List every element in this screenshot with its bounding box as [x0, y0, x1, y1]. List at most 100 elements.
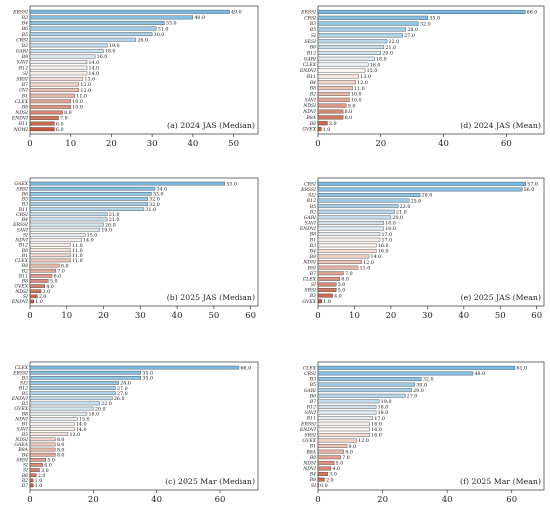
category-label: B3 — [21, 15, 28, 21]
bar — [29, 37, 137, 42]
bar-value-label: 32.0 — [423, 377, 434, 383]
bar — [29, 243, 71, 247]
bar — [317, 204, 399, 209]
bar-value-label: 35.0 — [429, 15, 440, 21]
bar-value-label: 0.0 — [320, 483, 328, 489]
category-label: CRSI — [304, 371, 316, 377]
bar — [317, 483, 319, 488]
category-label: NDSI — [14, 110, 28, 116]
x-tick-label: 10 — [61, 311, 72, 321]
bar-value-label: 18.0 — [385, 221, 396, 227]
bar-value-label: 10.0 — [351, 97, 362, 103]
x-tick-label: 30 — [147, 139, 158, 149]
bar-value-label: 19.0 — [381, 399, 392, 405]
bar-value-label: 11.0 — [72, 243, 83, 249]
category-label: ERSSI — [300, 421, 316, 427]
bar — [317, 248, 377, 253]
bar-value-label: 21.0 — [396, 209, 407, 215]
bar — [29, 104, 71, 109]
category-label: SRSI — [304, 288, 316, 294]
bar-value-label: 5.0 — [47, 458, 55, 464]
bar-value-label: 32.0 — [149, 197, 160, 203]
bar — [317, 198, 410, 203]
bar-value-label: 21.0 — [109, 212, 120, 218]
chart-panel-1: 0 10 20 30 40 50 49.0 ERSSI 40.0 B3 33.0 B4 31.0 B6 30… — [11, 5, 259, 149]
bar — [29, 54, 96, 59]
bar-value-label: 3.0 — [43, 289, 51, 295]
category-label: SAVI — [305, 410, 317, 416]
x-tick-label: 0 — [27, 311, 32, 321]
bar — [29, 233, 86, 237]
bar — [317, 127, 322, 132]
bar-value-label: 8.0 — [345, 115, 353, 121]
category-label: SRSI — [16, 76, 28, 82]
bar-value-label: 5.0 — [336, 461, 344, 467]
bar-value-label: 61.0 — [516, 365, 527, 371]
bar — [29, 248, 71, 252]
x-tick-label: 40 — [151, 495, 162, 505]
bar-value-label: 4.0 — [46, 284, 54, 290]
bar — [317, 460, 335, 465]
panel-caption: (a) 2024 JAS (Median) — [167, 121, 255, 130]
bar — [317, 74, 359, 79]
bar-value-label: 66.0 — [241, 365, 252, 371]
bar-value-label: 48.0 — [474, 371, 485, 377]
bar — [317, 39, 388, 44]
bar-value-label: 16.0 — [371, 421, 382, 427]
bar-value-label: 27.0 — [407, 393, 418, 399]
bar-value-label: 20.0 — [105, 222, 116, 228]
category-label: SRSI — [304, 432, 316, 438]
category-label: B4 — [21, 452, 28, 458]
bar — [29, 279, 49, 283]
x-tick-label: 50 — [228, 139, 239, 149]
bar-value-label: 8.0 — [57, 437, 65, 443]
bar — [317, 416, 374, 421]
bar-value-label: 6.0 — [56, 127, 64, 133]
category-label: B8 — [309, 455, 316, 461]
x-tick-label: 40 — [458, 311, 469, 321]
category-label: ERSSI — [12, 370, 28, 376]
bar-value-label: 17.0 — [381, 237, 392, 243]
x-tick-label: 30 — [422, 311, 433, 321]
category-label: B2 — [21, 43, 28, 49]
bar-value-label: 12.0 — [70, 432, 81, 438]
bar-value-label: 33.0 — [166, 21, 177, 27]
category-label: CLEX — [15, 365, 29, 371]
bar — [317, 377, 422, 381]
bar — [317, 237, 381, 242]
bar-value-label: 12.0 — [80, 88, 91, 94]
x-tick-label: 60 — [531, 311, 542, 321]
bar — [317, 288, 337, 292]
bar — [29, 71, 88, 76]
bar-value-label: 10.0 — [72, 99, 83, 105]
category-label: B6 — [309, 45, 316, 51]
category-label: CLEX — [303, 365, 317, 371]
bar — [317, 455, 341, 460]
category-label: B11 — [18, 121, 28, 127]
category-label: ERSSI — [300, 10, 316, 16]
category-label: CLEX — [15, 99, 29, 105]
category-label: B7 — [309, 399, 316, 405]
bar-value-label: 10.0 — [72, 105, 83, 111]
bar-value-label: 1.0 — [35, 299, 43, 305]
bar-value-label: 11.0 — [72, 253, 83, 259]
bar-value-label: 16.0 — [378, 249, 389, 255]
bar-value-label: 12.0 — [80, 82, 91, 88]
bar-value-label: 7.0 — [342, 455, 350, 461]
bar-value-label: 18.0 — [385, 226, 396, 232]
category-label: B4 — [309, 472, 316, 478]
bar-value-label: 13.0 — [360, 74, 371, 80]
category-label: SI — [23, 71, 28, 77]
bar-value-label: 22.0 — [101, 401, 112, 407]
bar — [317, 265, 359, 270]
category-label: B12 — [18, 243, 28, 249]
bar — [317, 215, 392, 220]
bar-value-label: 5.0 — [50, 279, 58, 285]
bar — [317, 209, 395, 214]
bar — [317, 393, 406, 398]
category-label: B2 — [309, 209, 316, 215]
bar-value-label: 19.0 — [101, 227, 112, 233]
category-label: NDSI — [302, 260, 316, 266]
category-label: GAEX — [14, 181, 28, 187]
bar — [29, 212, 108, 217]
